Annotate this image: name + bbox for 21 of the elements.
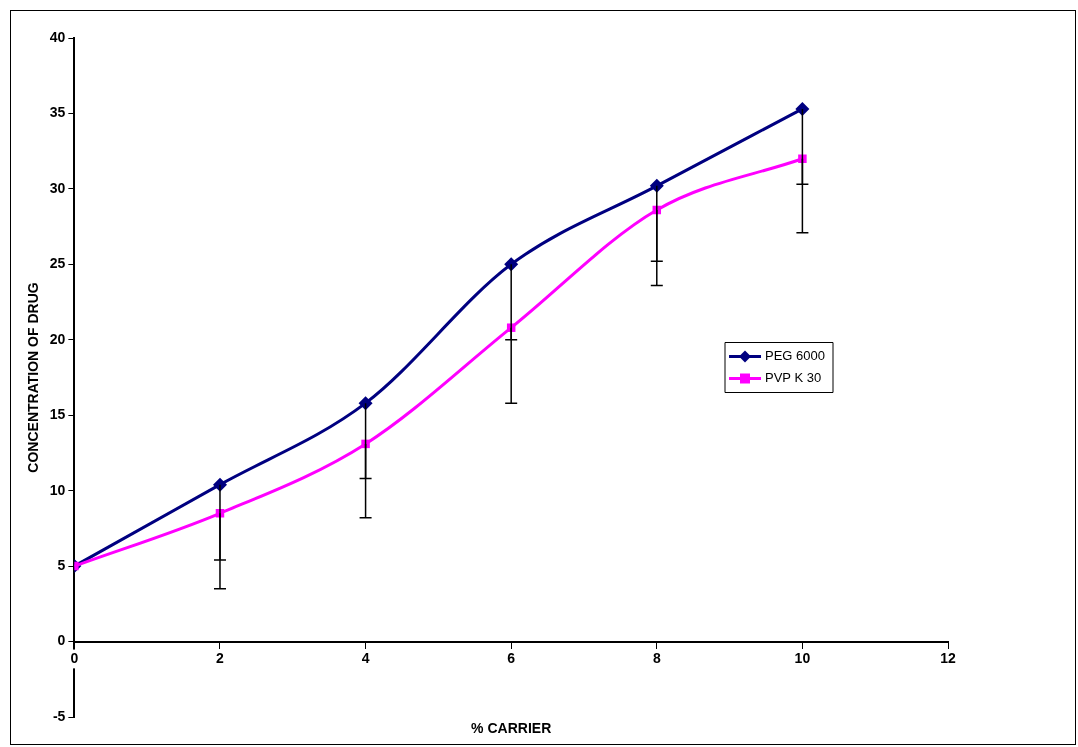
x-axis-title: % CARRIER (471, 719, 552, 736)
x-tick-label: 0 (70, 649, 79, 666)
y-tick-label: 10 (49, 481, 66, 498)
y-tick-label: 0 (57, 632, 66, 649)
y-tick-label: 15 (49, 406, 66, 423)
x-tick-label: 10 (794, 649, 811, 666)
y-tick-label: 30 (49, 179, 66, 196)
x-tick-label: 6 (507, 649, 516, 666)
y-axis-title: CONCENTRATION OF DRUG (25, 282, 42, 473)
x-tick-label: 8 (652, 649, 661, 666)
y-tick-label: 40 (49, 28, 66, 45)
y-tick-label: -5 (52, 707, 66, 724)
y-tick-label: 20 (49, 330, 66, 347)
y-tick-label: 25 (49, 255, 66, 272)
legend-label: PVP K 30 (765, 370, 822, 386)
y-tick-label: 5 (57, 556, 66, 573)
x-tick-label: 12 (940, 649, 956, 666)
x-tick-label: 4 (361, 649, 370, 666)
y-tick-label: 35 (49, 104, 66, 121)
legend-label: PEG 6000 (765, 348, 826, 364)
x-tick-label: 2 (216, 649, 225, 666)
